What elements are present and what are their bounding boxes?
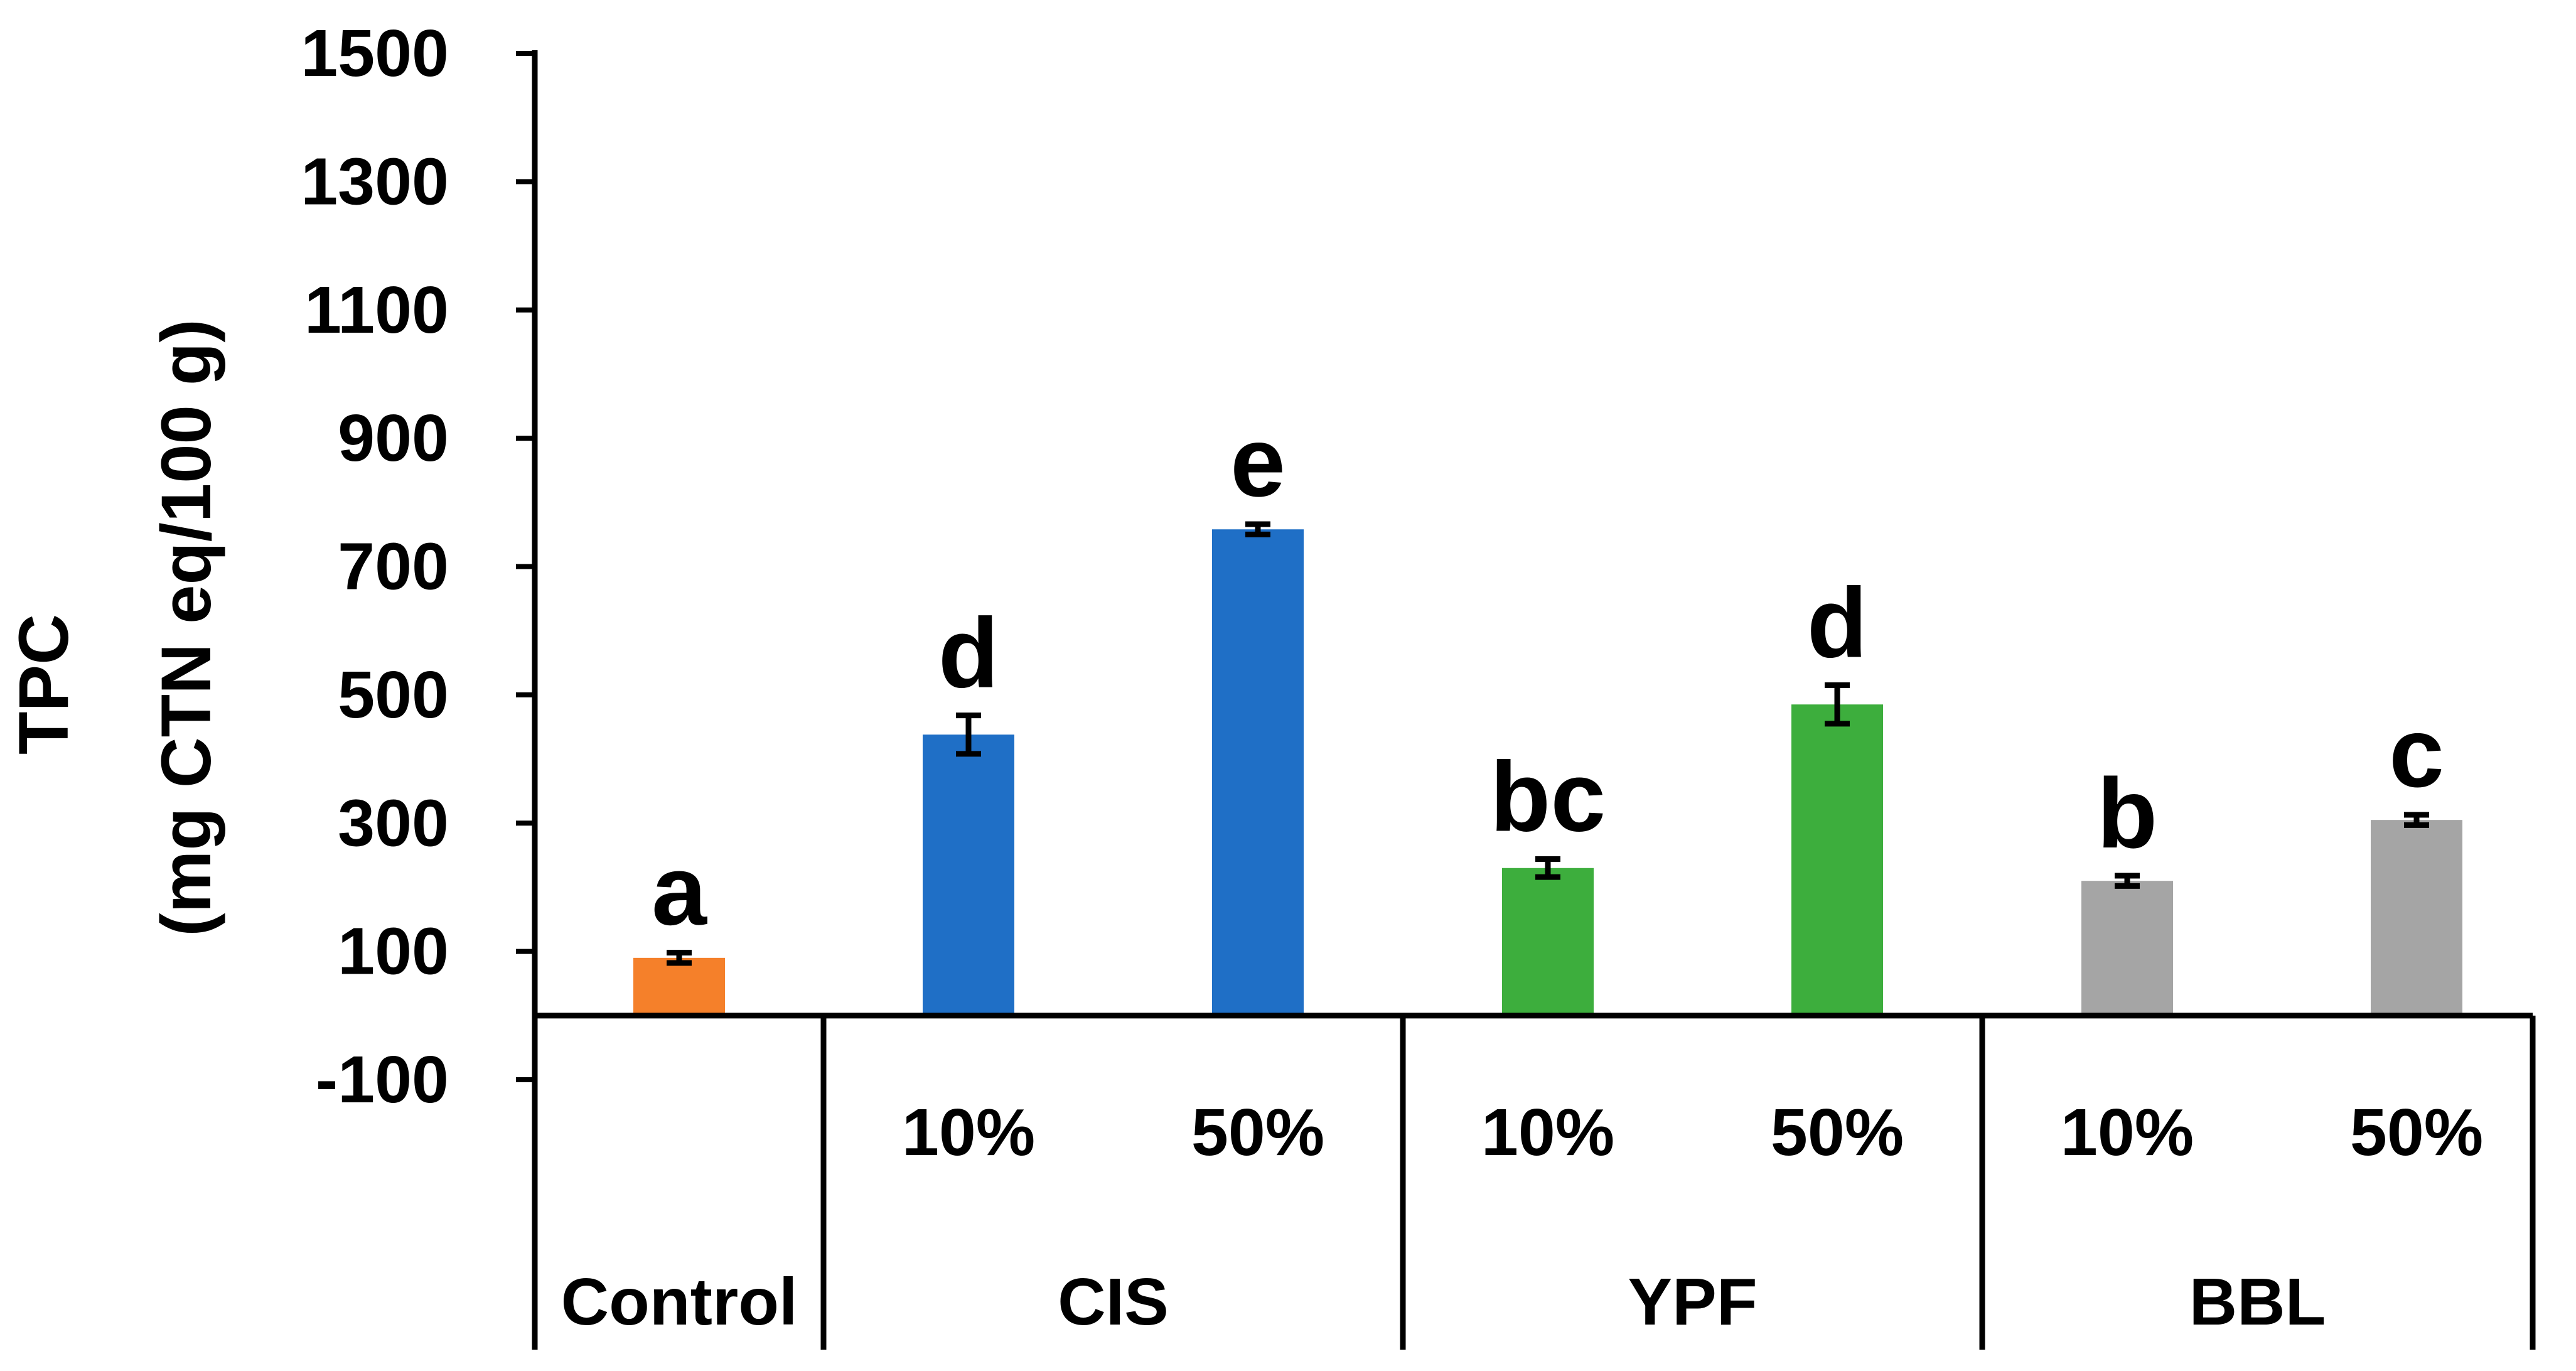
y-tick-label: -100 <box>316 1043 449 1117</box>
bar <box>923 734 1014 1016</box>
significance-letter: b <box>2097 758 2158 869</box>
significance-letter: e <box>1230 407 1285 517</box>
significance-letter: c <box>2389 697 2444 808</box>
x-sublabel: 10% <box>1481 1095 1614 1169</box>
bar <box>1502 868 1594 1016</box>
x-sublabel: 50% <box>1771 1095 1904 1169</box>
bar <box>1212 529 1304 1016</box>
y-tick-label: 700 <box>338 530 449 604</box>
error-bar <box>1825 682 1850 727</box>
y-axis-ticks: 1500 1300 1100 900 700 500 300 100 -100 <box>301 16 535 1117</box>
x-group-label: CIS <box>1058 1265 1169 1339</box>
y-tick-label: 300 <box>338 786 449 860</box>
y-axis-title-line1: TPC <box>4 614 83 755</box>
x-group-label: YPF <box>1628 1265 1757 1339</box>
y-tick-label: 100 <box>338 915 449 989</box>
x-sublabel: 50% <box>2350 1095 2483 1169</box>
error-bar <box>1245 521 1270 537</box>
x-group-label: BBL <box>2189 1265 2326 1339</box>
y-tick-label: 900 <box>338 401 449 475</box>
y-tick-label: 1100 <box>304 273 449 347</box>
significance-letter: bc <box>1490 741 1606 852</box>
y-tick-label: 500 <box>338 658 449 732</box>
x-group-label: Control <box>561 1265 798 1339</box>
error-bar <box>1535 856 1560 880</box>
significance-letter: d <box>1807 568 1868 679</box>
x-axis-labels: 10% 50% 10% 50% 10% 50% Control CIS YPF BBL <box>561 1095 2483 1339</box>
bar <box>2081 881 2173 1016</box>
bar <box>633 957 725 1016</box>
x-sublabel: 10% <box>2061 1095 2194 1169</box>
error-bar <box>2404 812 2429 828</box>
error-bar <box>2115 873 2140 889</box>
error-bar <box>667 950 692 966</box>
y-tick-label: 1300 <box>301 144 449 218</box>
significance-letter: a <box>652 836 707 946</box>
bar <box>2371 820 2462 1016</box>
y-axis-title-line2: (mg CTN eq/100 g) <box>147 319 225 936</box>
x-sublabel: 10% <box>902 1095 1035 1169</box>
axes <box>532 50 2536 1350</box>
significance-letter: d <box>938 598 999 709</box>
bar <box>1791 704 1883 1016</box>
y-axis-title: TPC (mg CTN eq/100 g) <box>4 319 225 936</box>
y-tick-label: 1500 <box>301 16 449 90</box>
x-sublabel: 50% <box>1191 1095 1324 1169</box>
error-bar <box>956 712 981 757</box>
